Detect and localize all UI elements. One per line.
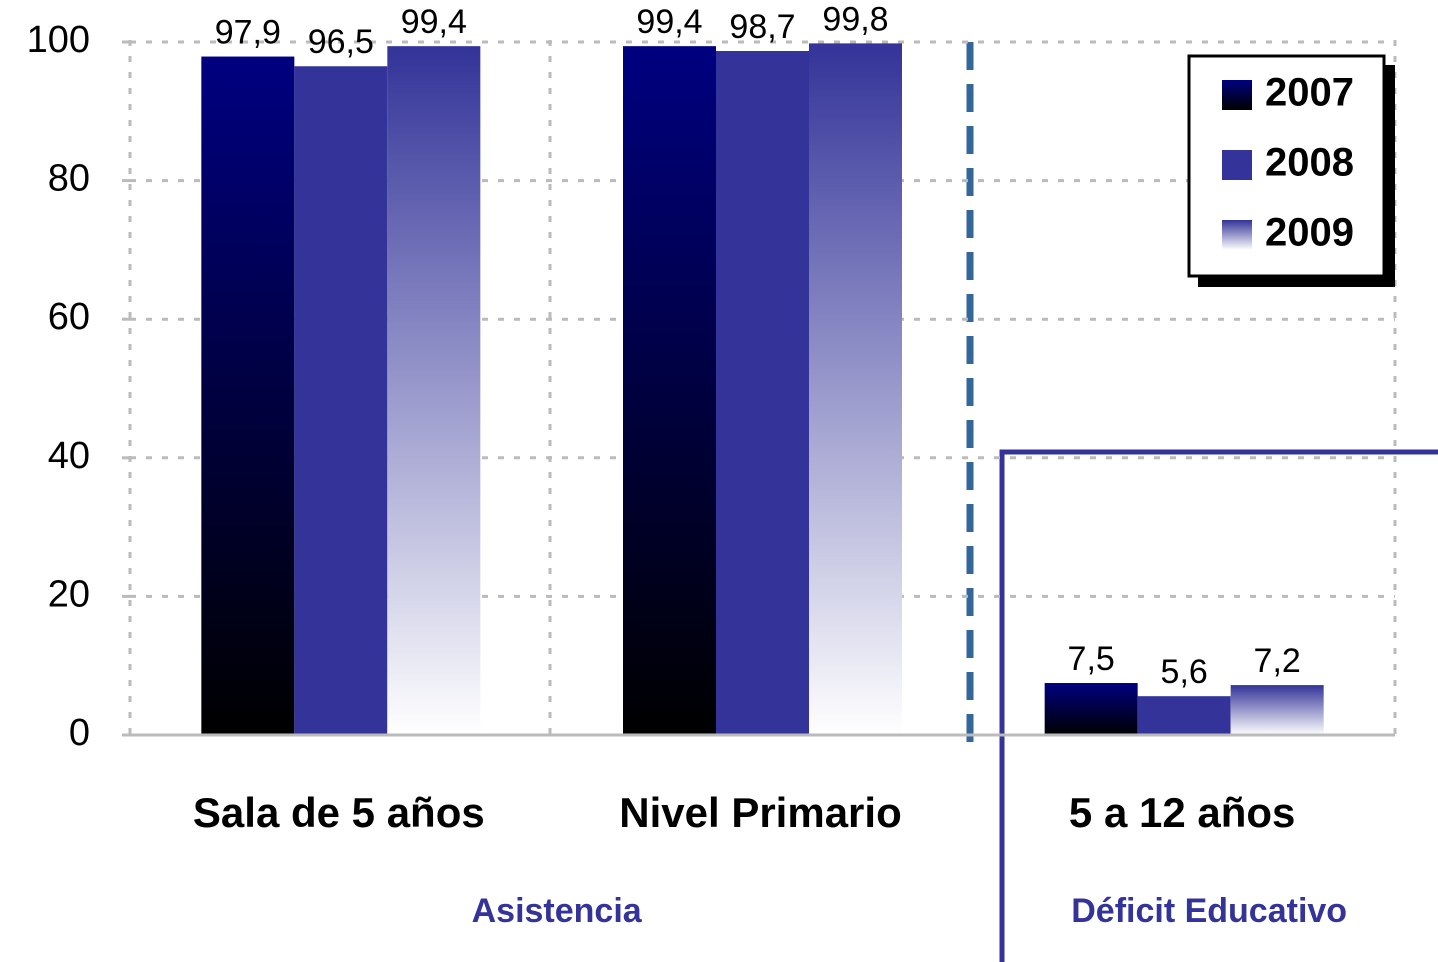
value-label: 98,7 <box>729 8 795 46</box>
legend-label: 2007 <box>1265 71 1354 115</box>
value-label: 96,5 <box>308 23 374 61</box>
legend-swatch <box>1222 80 1252 110</box>
value-label: 97,9 <box>215 14 281 52</box>
x-tick-label: Sala de 5 años <box>193 789 485 836</box>
value-label: 7,5 <box>1068 640 1115 678</box>
value-label: 99,4 <box>636 3 702 41</box>
legend-swatch <box>1222 150 1252 180</box>
y-tick-label: 40 <box>48 435 90 477</box>
value-label: 99,8 <box>822 0 888 38</box>
bar <box>294 66 388 735</box>
bar <box>1044 683 1138 735</box>
group-label: Asistencia <box>472 892 643 930</box>
bar <box>201 56 295 736</box>
bar <box>809 43 902 736</box>
y-tick-label: 100 <box>27 19 90 61</box>
legend-swatch <box>1222 220 1252 250</box>
bar <box>387 46 481 735</box>
legend: 2007 2008 2009 <box>1187 54 1395 287</box>
legend-label: 2009 <box>1265 211 1354 255</box>
legend-label: 2008 <box>1265 141 1354 185</box>
x-tick-label: 5 a 12 años <box>1069 789 1295 836</box>
bar <box>1230 685 1324 735</box>
y-tick-label: 0 <box>69 712 90 754</box>
y-tick-label: 80 <box>48 158 90 200</box>
value-label: 7,2 <box>1254 642 1301 680</box>
x-tick-label: Nivel Primario <box>619 789 901 836</box>
bar <box>1137 696 1231 735</box>
y-tick-label: 60 <box>48 296 90 338</box>
bar <box>716 51 809 736</box>
bar <box>623 46 716 735</box>
legend-box <box>1187 54 1386 278</box>
value-label: 5,6 <box>1161 653 1208 691</box>
section-box <box>999 449 1438 962</box>
value-label: 99,4 <box>401 3 467 41</box>
group-label: Déficit Educativo <box>1071 892 1347 930</box>
y-tick-label: 20 <box>48 573 90 615</box>
